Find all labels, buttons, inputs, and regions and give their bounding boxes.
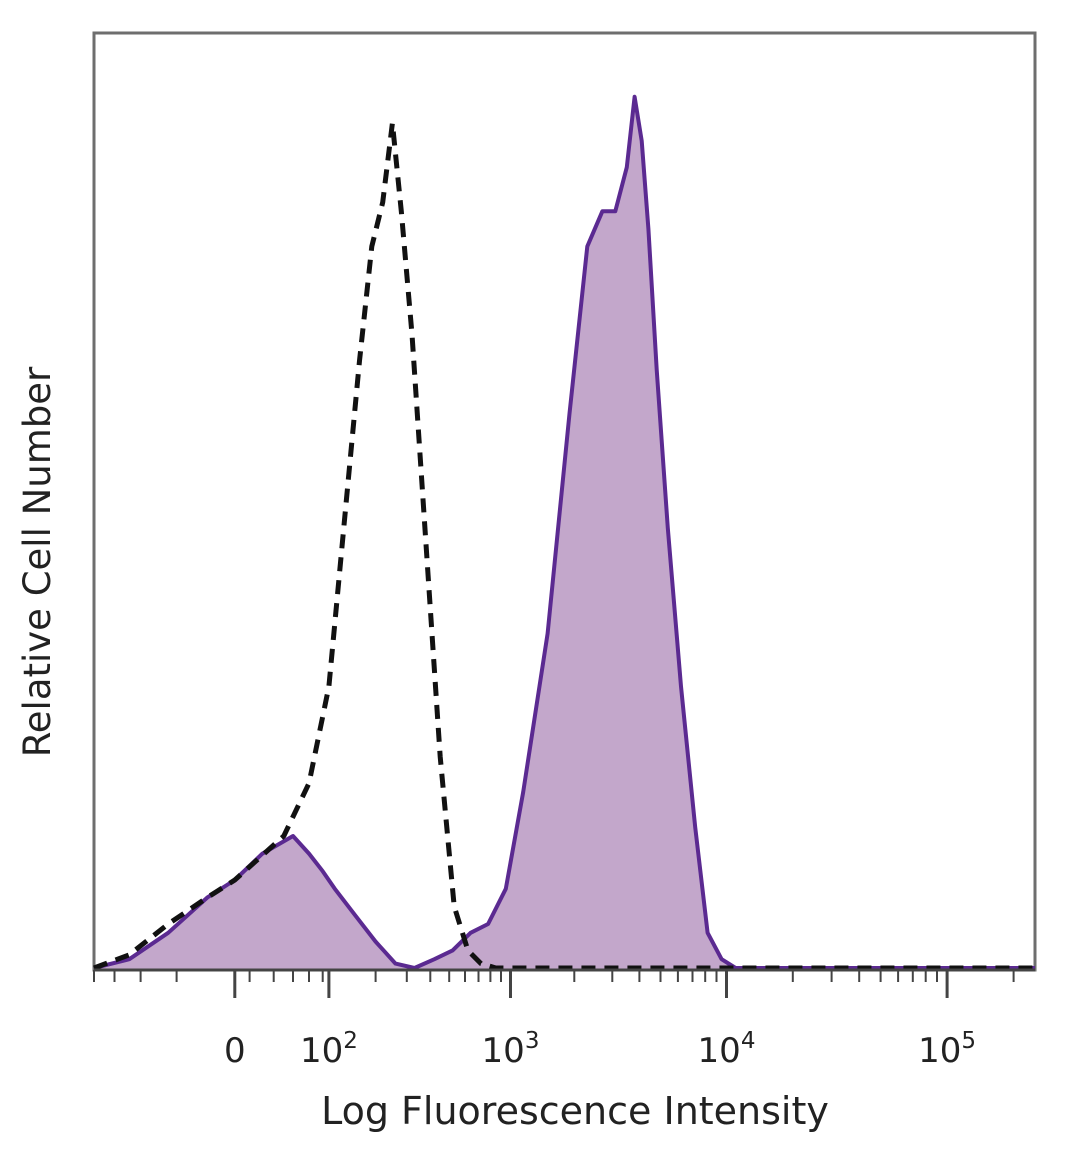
stained-histogram-line — [93, 94, 1035, 970]
x-tick-label-1: 102 — [300, 1028, 358, 1071]
x-tick-label-0: 0 — [224, 1031, 246, 1071]
x-tick-label-exponent: 2 — [343, 1028, 358, 1054]
x-ticks: 0 102 103 104 105 — [93, 970, 1015, 1071]
stained-histogram-fill — [94, 96, 1035, 970]
x-tick-label-base: 10 — [918, 1031, 961, 1071]
x-tick-label-2: 103 — [482, 1028, 540, 1071]
control-histogram-line — [93, 120, 1035, 971]
x-tick-label-4: 105 — [918, 1028, 976, 1071]
series-layer — [93, 94, 1035, 971]
x-tick-label-base: 0 — [224, 1031, 246, 1071]
x-tick-label-base: 10 — [300, 1031, 343, 1071]
x-tick-label-exponent: 4 — [741, 1028, 756, 1054]
x-tick-label-base: 10 — [482, 1031, 525, 1071]
x-axis-title: Log Fluorescence Intensity — [321, 1089, 829, 1133]
x-tick-label-exponent: 3 — [525, 1028, 540, 1054]
x-tick-label-3: 104 — [698, 1028, 756, 1071]
y-axis-title: Relative Cell Number — [16, 366, 59, 757]
x-tick-label-exponent: 5 — [961, 1028, 976, 1054]
x-tick-label-base: 10 — [698, 1031, 741, 1071]
